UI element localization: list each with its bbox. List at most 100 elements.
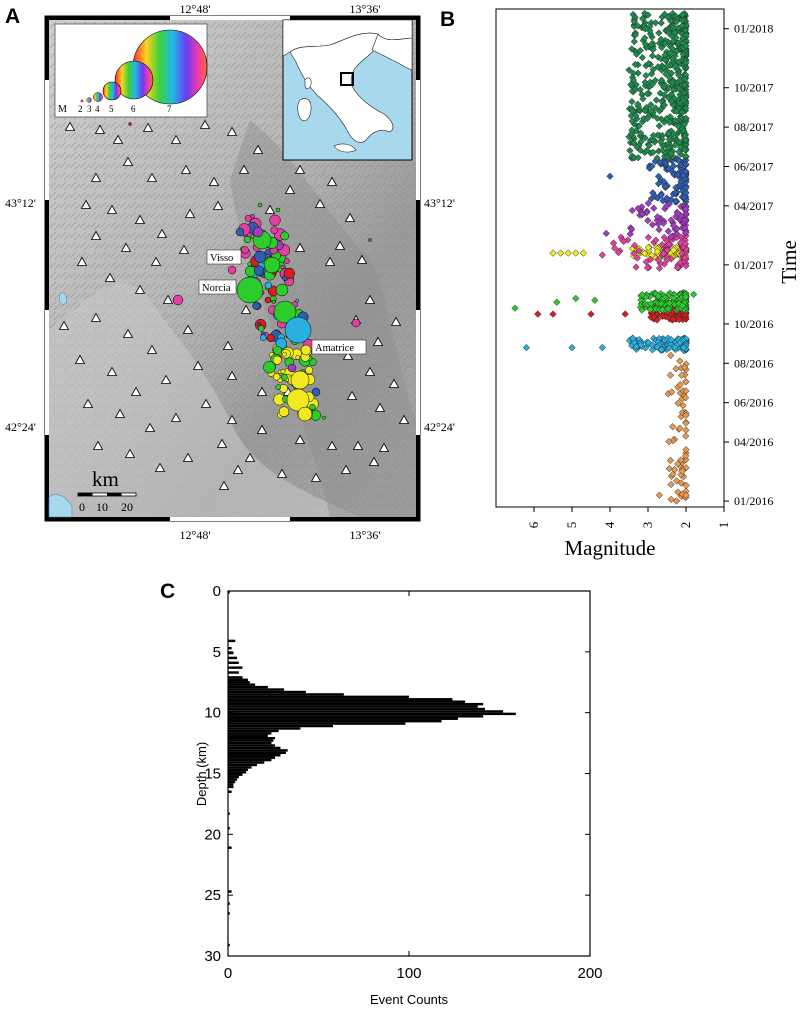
panel-b-point (676, 338, 684, 347)
scalebar-tick-10: 10 (96, 500, 108, 514)
panel-b-point (632, 50, 641, 58)
panel-c-bar (228, 943, 230, 947)
panel-b-point (606, 172, 614, 180)
panel-b-point (636, 85, 644, 94)
panel-b-point (644, 199, 652, 207)
panel-b-point (680, 120, 689, 128)
panel-b-point (634, 100, 642, 108)
panel-b-point (609, 239, 618, 247)
panel-b-point (641, 34, 649, 42)
panel-c-bar (228, 693, 344, 696)
panel-c-bar (228, 754, 281, 757)
panel-c-bar (228, 746, 281, 750)
panel-b-point (681, 363, 689, 371)
station-triangle (58, 320, 70, 330)
station-triangle (374, 402, 386, 412)
earthquake-circle (300, 344, 312, 356)
panel-c-bar (228, 790, 232, 793)
panel-b-point (629, 334, 637, 343)
town-label-visso: Visso (210, 253, 233, 264)
panel-b-point (630, 139, 638, 147)
earthquake-circle (252, 226, 264, 238)
panel-b-point (671, 189, 679, 197)
earthquake-circle (227, 265, 237, 275)
panel-b-point (682, 387, 690, 395)
station-triangle (90, 312, 102, 322)
station-triangle (342, 350, 354, 360)
legend-mag-4: 4 (95, 104, 100, 114)
panel-b-point (679, 401, 687, 410)
panel-b-point (644, 233, 653, 242)
earthquake-circle (172, 294, 184, 306)
panel-b-point (644, 59, 653, 68)
panel-b-point (677, 456, 685, 464)
station-triangle (364, 366, 376, 376)
panel-b-point (655, 122, 663, 130)
town-label-norcia: Norcia (202, 283, 231, 294)
panel-b-point (637, 129, 645, 137)
panel-b-point (657, 76, 666, 84)
earthquake-circle (278, 406, 290, 417)
panel-b-point (667, 233, 675, 241)
panel-b-point (676, 424, 684, 432)
panel-b-point (678, 371, 686, 379)
panel-b-point (587, 310, 595, 318)
earthquake-circle (282, 351, 287, 357)
panel-b-point (661, 56, 669, 64)
panel-b-point (669, 470, 677, 478)
panel-b-point (648, 162, 656, 170)
panel-b-point (553, 298, 561, 306)
station-triangle (170, 134, 182, 144)
panel-b-point (677, 479, 685, 487)
panel-b-point (647, 195, 655, 203)
panel-b-x-tick-label: 2 (678, 522, 693, 529)
panel-b-point (650, 313, 658, 321)
station-triangle (162, 294, 174, 304)
panel-b-point (665, 29, 673, 37)
earthquake-circle (287, 363, 297, 373)
panel-b-point (674, 399, 682, 407)
panel-b-point (652, 236, 660, 244)
panel-b-point (556, 249, 565, 257)
panel-b-point (674, 122, 682, 130)
panel-b-x-axis-label: Magnitude (565, 536, 656, 560)
panel-b-point (667, 97, 676, 106)
panel-c-bar (228, 751, 286, 755)
panel-b-x-tick-label: 3 (640, 522, 655, 529)
panel-b-point (669, 24, 677, 32)
panel-b-point (681, 452, 690, 460)
panel-b-point (667, 216, 675, 224)
panel-b-point (669, 423, 677, 431)
panel-c-bar (228, 702, 484, 706)
panel-b-point (649, 148, 657, 157)
earthquake-circle (244, 214, 252, 222)
panel-b-point (511, 304, 519, 312)
panel-b-point (681, 81, 689, 89)
panel-b-point (668, 388, 676, 396)
panel-c-bar (228, 727, 301, 730)
earthquake-circle (305, 366, 314, 375)
station-triangle (154, 462, 166, 472)
panel-c-bar (228, 678, 248, 682)
panel-b-point (651, 19, 660, 27)
panel-b-point (679, 96, 688, 105)
panel-b-point (649, 131, 658, 140)
panel-b-point (667, 149, 675, 158)
panel-c-bar (228, 744, 276, 747)
panel-c-bar (228, 729, 279, 733)
station-triangle (76, 256, 88, 266)
panel-b-points (511, 9, 698, 505)
panel-b-point (632, 112, 640, 120)
earthquake-circle (275, 207, 281, 213)
panel-b-point (671, 62, 680, 70)
panel-b-point (678, 302, 687, 310)
panel-b-point (667, 480, 675, 489)
earthquake-circle (235, 227, 245, 237)
panel-c-y-tick-label: 5 (213, 644, 221, 661)
panel-b-point (680, 344, 688, 352)
earthquake-circle (272, 355, 282, 365)
panel-b-point (656, 89, 664, 97)
panel-b-point (654, 292, 663, 300)
station-triangle (90, 172, 102, 182)
station-triangle (144, 422, 156, 432)
